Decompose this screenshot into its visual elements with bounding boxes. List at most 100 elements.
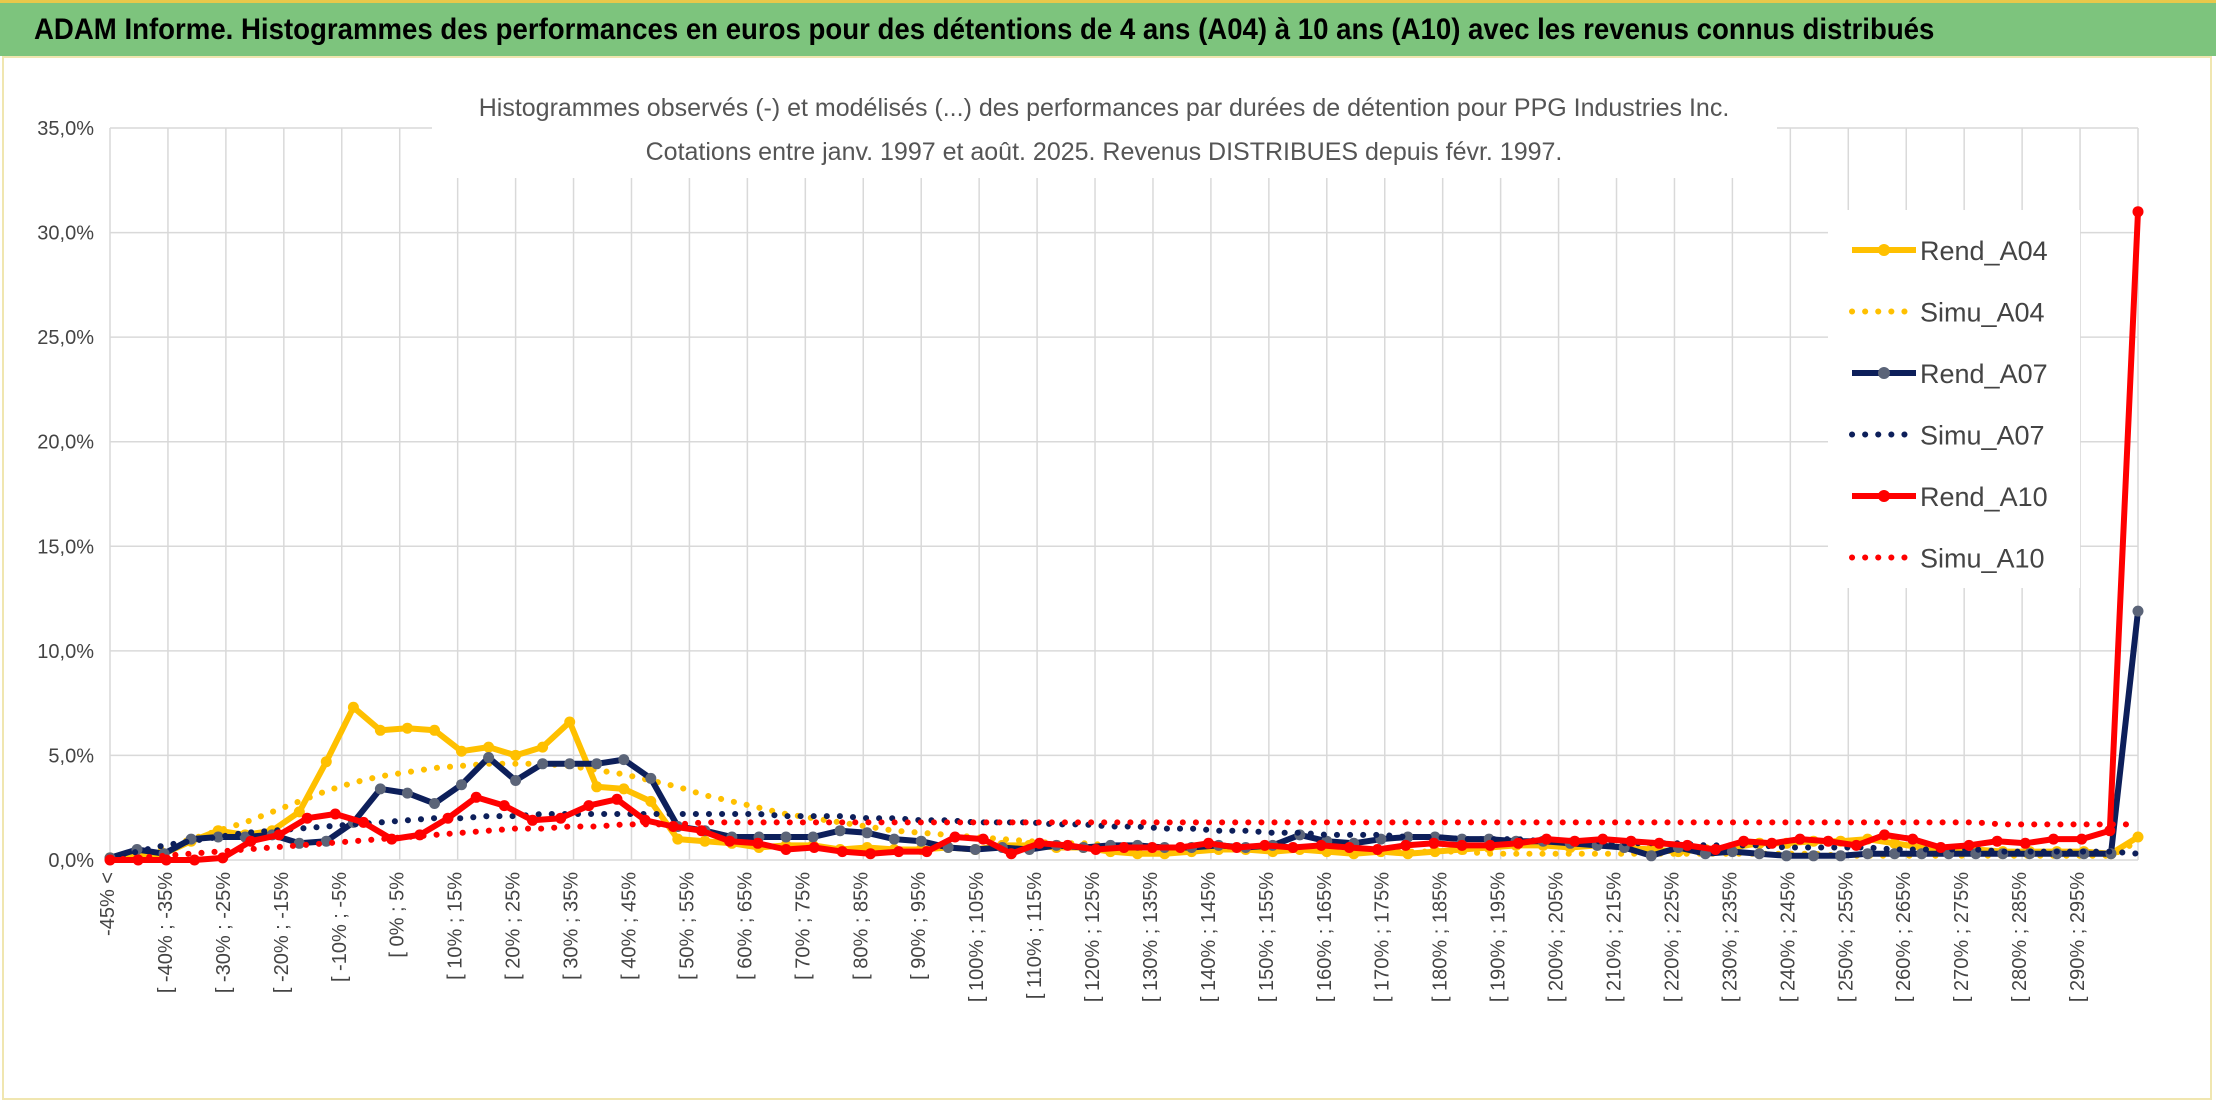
data-point-rend-a10 (696, 825, 707, 837)
x-tick-label: [ -20% ; -15% (271, 872, 293, 993)
data-point-rend-a10 (1062, 839, 1074, 851)
data-point-rend-a10 (1400, 839, 1412, 851)
x-tick-label: [ 10% ; 15% (445, 872, 467, 980)
data-point-rend-a07 (293, 837, 305, 849)
data-point-rend-a04 (456, 745, 467, 757)
data-point-rend-a07 (1645, 850, 1657, 862)
x-tick-label: [ 50% ; 55% (676, 872, 698, 980)
data-point-rend-a10 (527, 814, 538, 826)
data-point-rend-a07 (834, 825, 846, 837)
data-point-rend-a07 (537, 758, 549, 770)
data-point-rend-a10 (2076, 833, 2088, 845)
data-point-rend-a10 (865, 848, 876, 860)
data-point-rend-a07 (1835, 850, 1847, 862)
report-title: ADAM Informe. Histogrammes des performan… (34, 13, 1935, 46)
x-tick-label: [ 280% ; 285% (2009, 872, 2031, 1002)
x-tick-label: [ 230% ; 235% (1719, 872, 1741, 1002)
data-point-rend-a10 (949, 831, 961, 843)
data-point-rend-a10 (1005, 848, 1017, 860)
data-point-rend-a04 (347, 701, 359, 713)
data-point-rend-a10 (583, 800, 595, 812)
data-point-rend-a10 (1907, 833, 1919, 845)
y-tick-label: 10,0% (37, 641, 94, 663)
data-point-rend-a07 (1753, 848, 1765, 860)
data-point-rend-a04 (618, 783, 630, 795)
data-point-rend-a10 (245, 835, 257, 847)
y-tick-label: 20,0% (37, 432, 94, 454)
data-point-rend-a10 (1231, 842, 1243, 853)
data-point-rend-a10 (611, 793, 623, 805)
data-point-rend-a07 (401, 787, 413, 799)
data-point-rend-a04 (1889, 837, 1901, 849)
legend-label-rend-a10: Rend_A10 (1920, 482, 2048, 512)
x-tick-label: [ 70% ; 75% (792, 872, 814, 980)
data-point-rend-a04 (293, 806, 305, 818)
data-point-rend-a07 (429, 798, 440, 809)
data-point-rend-a10 (386, 833, 398, 845)
data-point-rend-a04 (510, 749, 522, 761)
data-point-rend-a10 (2048, 833, 2059, 845)
data-point-rend-a10 (1456, 839, 1468, 851)
data-point-rend-a10 (301, 812, 313, 824)
data-point-rend-a10 (1738, 835, 1750, 847)
x-tick-label: [ 0% ; 5% (387, 872, 409, 958)
data-point-rend-a07 (807, 831, 819, 843)
y-tick-label: 30,0% (37, 223, 94, 245)
data-point-rend-a10 (498, 800, 510, 812)
data-point-rend-a10 (1766, 837, 1778, 849)
data-point-rend-a07 (591, 758, 603, 770)
legend-marker-rend-a07 (1878, 367, 1890, 379)
x-tick-label: [ 20% ; 25% (503, 872, 525, 980)
data-point-rend-a10 (2132, 206, 2144, 218)
data-point-rend-a10 (1850, 839, 1862, 851)
data-point-rend-a10 (2019, 837, 2031, 849)
data-point-rend-a07 (564, 758, 576, 770)
legend-label-simu-a04: Simu_A04 (1920, 298, 2045, 328)
data-point-rend-a07 (888, 833, 900, 845)
x-tick-label: [ 120% ; 125% (1082, 872, 1104, 1002)
legend-label-rend-a07: Rend_A07 (1920, 359, 2048, 389)
data-point-rend-a10 (1879, 829, 1890, 841)
x-tick-label: [ 60% ; 65% (734, 872, 756, 980)
x-tick-label: [ 190% ; 195% (1488, 872, 1510, 1002)
data-point-rend-a04 (401, 722, 413, 734)
data-point-rend-a07 (456, 779, 467, 791)
x-tick-label: [ 160% ; 165% (1314, 872, 1336, 1002)
data-point-rend-a07 (374, 783, 386, 795)
data-point-rend-a07 (618, 754, 630, 766)
data-point-rend-a10 (555, 812, 567, 824)
data-point-rend-a10 (1541, 833, 1552, 845)
data-point-rend-a10 (1681, 839, 1693, 851)
data-point-rend-a10 (273, 829, 285, 841)
legend-marker-rend-a04 (1878, 244, 1890, 256)
data-point-rend-a10 (189, 854, 200, 866)
x-tick-label: [ 250% ; 255% (1835, 872, 1857, 1002)
data-point-rend-a07 (1808, 850, 1819, 862)
data-point-rend-a04 (483, 741, 495, 753)
data-point-rend-a04 (672, 833, 684, 845)
data-point-rend-a10 (1090, 844, 1102, 855)
data-point-rend-a10 (893, 846, 905, 858)
data-point-rend-a10 (1203, 837, 1214, 849)
data-point-rend-a07 (510, 775, 522, 786)
data-point-rend-a10 (1512, 837, 1524, 849)
data-point-rend-a10 (1259, 839, 1271, 851)
data-point-rend-a04 (645, 795, 657, 807)
x-tick-label: [ 260% ; 265% (1893, 872, 1915, 1002)
legend-label-rend-a04: Rend_A04 (1920, 236, 2048, 266)
data-point-rend-a04 (374, 724, 386, 736)
data-point-rend-a10 (329, 808, 341, 820)
data-point-rend-a04 (320, 756, 332, 768)
chart-title: Histogrammes observés (-) et modélisés (… (479, 94, 1730, 122)
data-point-rend-a07 (1862, 848, 1874, 860)
data-point-rend-a10 (1343, 842, 1355, 853)
x-tick-label: [ -30% ; -25% (213, 872, 235, 993)
data-point-rend-a10 (977, 833, 989, 845)
data-point-rend-a10 (217, 852, 229, 864)
y-tick-label: 15,0% (37, 536, 94, 558)
data-point-rend-a10 (1372, 844, 1383, 855)
data-point-rend-a07 (915, 835, 927, 847)
x-tick-label: [ 210% ; 215% (1604, 872, 1626, 1002)
data-point-rend-a10 (752, 837, 764, 849)
data-point-rend-a10 (1597, 833, 1609, 845)
